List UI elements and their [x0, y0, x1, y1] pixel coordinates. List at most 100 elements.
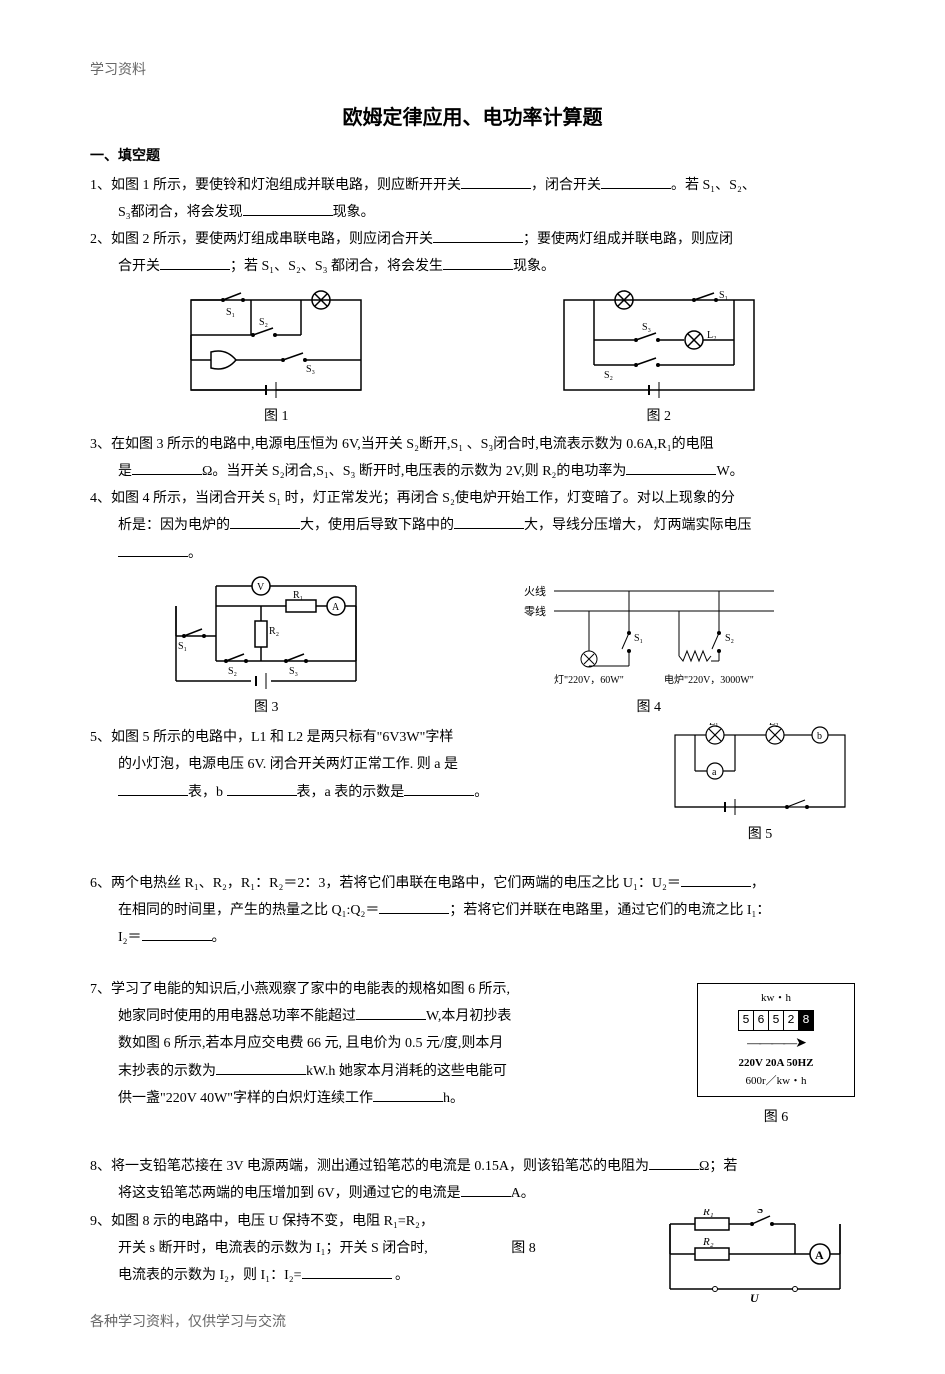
- figure-6: kw・h 56528 ————➤ 220V 20A 50HZ 600r／kw・h…: [697, 983, 855, 1130]
- meter-arrow-icon: ————➤: [706, 1033, 846, 1055]
- svg-text:A: A: [815, 1248, 824, 1262]
- q2-text-a: 2、如图 2 所示，要使两灯组成串联电路，则应闭合开关: [90, 232, 433, 247]
- blank: [160, 255, 230, 270]
- question-4-cont: 析是：因为电炉的 大，使用后导致下路中的 大，导线分压增大， 灯两端实际电压: [90, 513, 855, 538]
- q4-text-c: 大，使用后导致下路中的: [300, 518, 454, 533]
- q7-text-e: 末抄表的示数为: [118, 1064, 216, 1079]
- meter-spec: 220V 20A 50HZ: [706, 1055, 846, 1073]
- q2-text-c: 合开关: [118, 259, 160, 274]
- q9-text-b: 开关 s 断开时，电流表的示数为 I₁；开关 S 闭合时,: [118, 1241, 428, 1256]
- q8-text-d: A。: [511, 1186, 535, 1201]
- figure-2: L₁ S₁ S₃ L₂ S₂: [554, 290, 764, 428]
- figure-1: S₁ S₂ S₃: [181, 290, 371, 428]
- blank: [433, 228, 523, 243]
- meter-rate: 600r／kw・h: [706, 1073, 846, 1091]
- question-8: 8、将一支铅笔芯接在 3V 电源两端，测出通过铅笔芯的电流是 0.15A，则该铅…: [90, 1154, 855, 1179]
- figure-1-label: 图 1: [264, 406, 289, 428]
- blank: [302, 1264, 392, 1279]
- q9-text-d: 。: [392, 1268, 410, 1283]
- svg-text:S₂: S₂: [228, 666, 237, 677]
- q3-text-a: 3、在如图 3 所示的电路中,电源电压恒为 6V,当开关 S₂断开,S₁ 、S₃…: [90, 437, 714, 452]
- svg-text:R₂: R₂: [702, 1236, 714, 1248]
- q4-text-b: 析是：因为电炉的: [118, 518, 230, 533]
- q6-text-a: 6、两个电热丝 R₁、R₂，R₁：R₂＝2：3，若将它们串联在电路中，它们两端的…: [90, 876, 681, 891]
- q2-text-d: ；若 S₁、S₂、S₃ 都闭合，将会发生: [230, 259, 443, 274]
- blank: [461, 174, 531, 189]
- q6-text-e: I₂＝: [118, 930, 142, 945]
- q6-text-f: 。: [212, 930, 226, 945]
- figure-8: R₁ S R₂ A U: [655, 1209, 855, 1304]
- question-6: 6、两个电热丝 R₁、R₂，R₁：R₂＝2：3，若将它们串联在电路中，它们两端的…: [90, 871, 855, 896]
- q5-text-e: 。: [474, 785, 488, 800]
- svg-text:S₃: S₃: [289, 666, 298, 677]
- blank: [243, 201, 333, 216]
- figure-3-label: 图 3: [254, 697, 279, 719]
- q7-text-f: kW.h 她家本月消耗的这些电能可: [306, 1064, 507, 1079]
- figure-8-label: 图 8: [511, 1241, 536, 1256]
- svg-text:S₁: S₁: [178, 641, 187, 652]
- svg-text:U: U: [750, 1291, 760, 1304]
- blank: [626, 460, 716, 475]
- q1-text-e: 现象。: [333, 205, 375, 220]
- q7-text-g: 供一盏"220V 40W"字样的白炽灯连续工作: [118, 1091, 373, 1106]
- question-4: 4、如图 4 所示，当闭合开关 S₁ 时，灯正常发光；再闭合 S₂使电炉开始工作…: [90, 486, 855, 511]
- svg-text:a: a: [712, 767, 717, 778]
- svg-text:S₃: S₃: [306, 364, 315, 375]
- energy-meter: kw・h 56528 ————➤ 220V 20A 50HZ 600r／kw・h: [697, 983, 855, 1097]
- circuit-diagram-8: R₁ S R₂ A U: [655, 1209, 855, 1304]
- blank: [461, 1182, 511, 1197]
- circuit-diagram-4: 火线 零线 S₁ S₂ 灯"2: [519, 581, 779, 691]
- svg-text:b: b: [817, 731, 822, 742]
- figure-4: 火线 零线 S₁ S₂ 灯"2: [519, 581, 779, 719]
- meter-reading: 56528: [738, 1010, 814, 1031]
- page-footer: 各种学习资料，仅供学习与交流: [90, 1312, 855, 1334]
- q1-text-d: S₃都闭合，将会发现: [118, 205, 243, 220]
- q4-text-d: 大，导线分压增大， 灯两端实际电压: [524, 518, 752, 533]
- svg-text:R₁: R₁: [702, 1209, 714, 1218]
- question-9-wrapper: R₁ S R₂ A U 9、如图 8 示的电路中，电压: [90, 1209, 855, 1304]
- q7-text-h: h。: [443, 1091, 464, 1106]
- q7-text-c: W,本月初抄表: [426, 1009, 511, 1024]
- blank: [216, 1060, 306, 1075]
- section-heading: 一、填空题: [90, 146, 855, 168]
- q2-text-b: ；要使两灯组成并联电路，则应闭: [523, 232, 733, 247]
- svg-text:S₁: S₁: [226, 307, 235, 318]
- q9-text-a: 9、如图 8 示的电路中，电压 U 保持不变，电阻 R₁=R₂，: [90, 1214, 434, 1229]
- q7-text-b: 她家同时使用的用电器总功率不能超过: [118, 1009, 356, 1024]
- q2-text-e: 现象。: [513, 259, 555, 274]
- q9-text-c: 电流表的示数为 I₂，则 I₁：I₂=: [118, 1268, 302, 1283]
- question-8-cont: 将这支铅笔芯两端的电压增加到 6V，则通过它的电流是 A。: [90, 1181, 855, 1206]
- svg-text:R₂: R₂: [269, 626, 279, 637]
- q5-text-c: 表，b: [188, 785, 227, 800]
- blank: [227, 781, 297, 796]
- svg-text:V: V: [257, 582, 265, 593]
- blank: [379, 899, 449, 914]
- question-3: 3、在如图 3 所示的电路中,电源电压恒为 6V,当开关 S₂断开,S₁ 、S₃…: [90, 432, 855, 457]
- blank: [601, 174, 671, 189]
- q3-text-c: Ω。当开关 S₂闭合,S₁、S₃ 断开时,电压表的示数为 2V,则 R₂的电功率…: [202, 464, 626, 479]
- svg-text:S₁: S₁: [634, 633, 643, 644]
- figure-4-label: 图 4: [637, 697, 662, 719]
- circuit-diagram-2: L₁ S₁ S₃ L₂ S₂: [554, 290, 764, 400]
- blank: [118, 542, 188, 557]
- figure-2-label: 图 2: [647, 406, 672, 428]
- q1-text-c: 。若 S₁、S₂、: [671, 178, 756, 193]
- question-1: 1、如图 1 所示，要使铃和灯泡组成并联电路，则应断开开关，闭合开关。若 S₁、…: [90, 173, 855, 198]
- question-4-cont2: 。: [90, 541, 855, 566]
- svg-text:S₁: S₁: [719, 290, 728, 301]
- svg-text:A: A: [332, 602, 340, 613]
- blank: [142, 926, 212, 941]
- svg-text:火线: 火线: [524, 584, 546, 598]
- question-6-cont: 在相同的时间里，产生的热量之比 Q₁:Q₂＝；若将它们并联在电路里，通过它们的电…: [90, 898, 855, 923]
- q8-text-b: Ω；若: [699, 1159, 737, 1174]
- question-3-cont: 是Ω。当开关 S₂闭合,S₁、S₃ 断开时,电压表的示数为 2V,则 R₂的电功…: [90, 459, 855, 484]
- svg-text:S: S: [757, 1209, 763, 1216]
- q8-text-c: 将这支铅笔芯两端的电压增加到 6V，则通过它的电流是: [118, 1186, 461, 1201]
- svg-text:电炉"220V，3000W": 电炉"220V，3000W": [664, 673, 754, 686]
- circuit-diagram-5: L₁ L₂ b a: [665, 723, 855, 818]
- svg-text:R₁: R₁: [293, 590, 303, 601]
- question-2: 2、如图 2 所示，要使两灯组成串联电路，则应闭合开关 ；要使两灯组成并联电路，则…: [90, 227, 855, 252]
- q4-text-a: 4、如图 4 所示，当闭合开关 S₁ 时，灯正常发光；再闭合 S₂使电炉开始工作…: [90, 491, 735, 506]
- figures-row-3-4: V R₁ A S₁ R₂ S₂: [90, 576, 855, 719]
- page-title: 欧姆定律应用、电功率计算题: [90, 102, 855, 134]
